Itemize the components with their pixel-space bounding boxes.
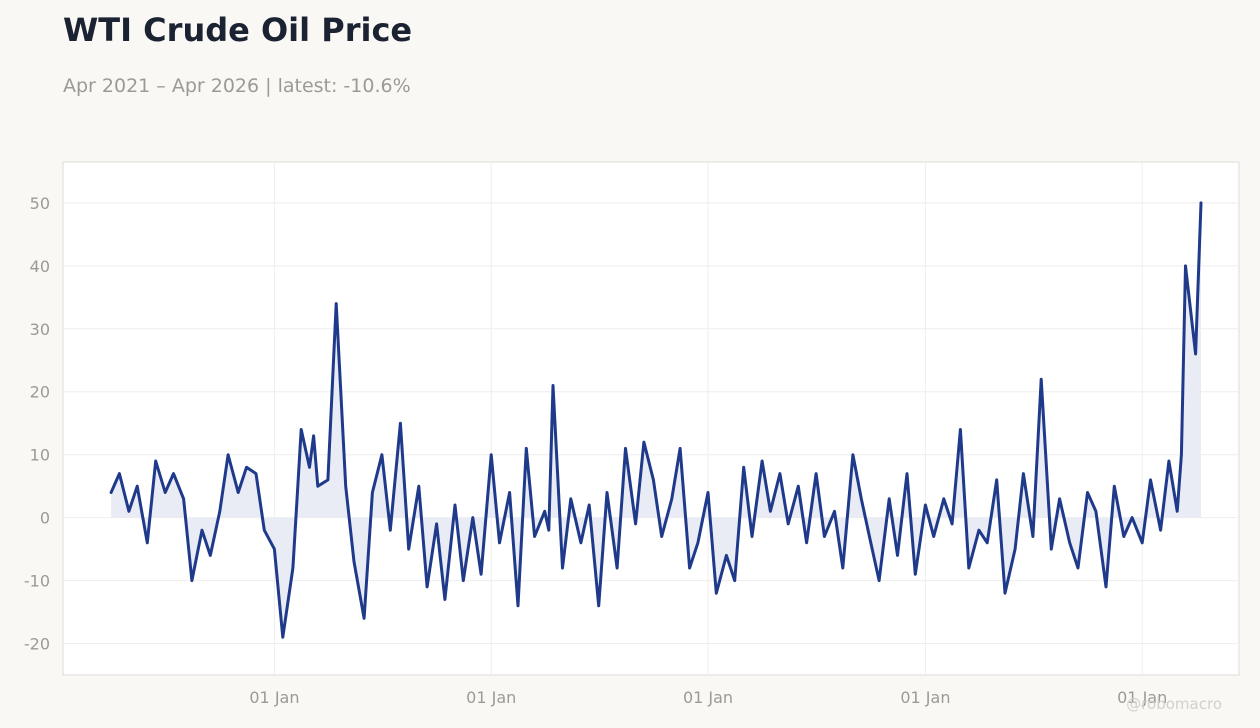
watermark: @robomacro: [1126, 695, 1222, 713]
gridlines: [63, 162, 1239, 675]
y-tick-label: -20: [24, 635, 50, 654]
y-tick-label: 50: [30, 194, 50, 213]
x-tick-label: 01 Jan: [466, 688, 516, 707]
x-tick-label: 01 Jan: [249, 688, 299, 707]
x-axis-ticks: 01 Jan 01 Jan 01 Jan 01 Jan 01 Jan: [249, 688, 1167, 707]
y-tick-label: 0: [40, 509, 50, 528]
series-line: [109, 201, 1203, 639]
y-axis-ticks: 50 40 30 20 10 0 -10 -20: [24, 194, 50, 654]
y-tick-label: 20: [30, 383, 50, 402]
y-tick-label: 10: [30, 446, 50, 465]
y-tick-label: -10: [24, 572, 50, 591]
chart-subtitle: Apr 2021 – Apr 2026 | latest: -10.6%: [63, 75, 411, 97]
x-tick-label: 01 Jan: [683, 688, 733, 707]
x-tick-label: 01 Jan: [1117, 688, 1167, 707]
plot-area: [62, 161, 1240, 676]
y-tick-label: 40: [30, 257, 50, 276]
x-tick-label: 01 Jan: [900, 688, 950, 707]
y-tick-label: 30: [30, 320, 50, 339]
chart-title: WTI Crude Oil Price: [63, 11, 413, 49]
